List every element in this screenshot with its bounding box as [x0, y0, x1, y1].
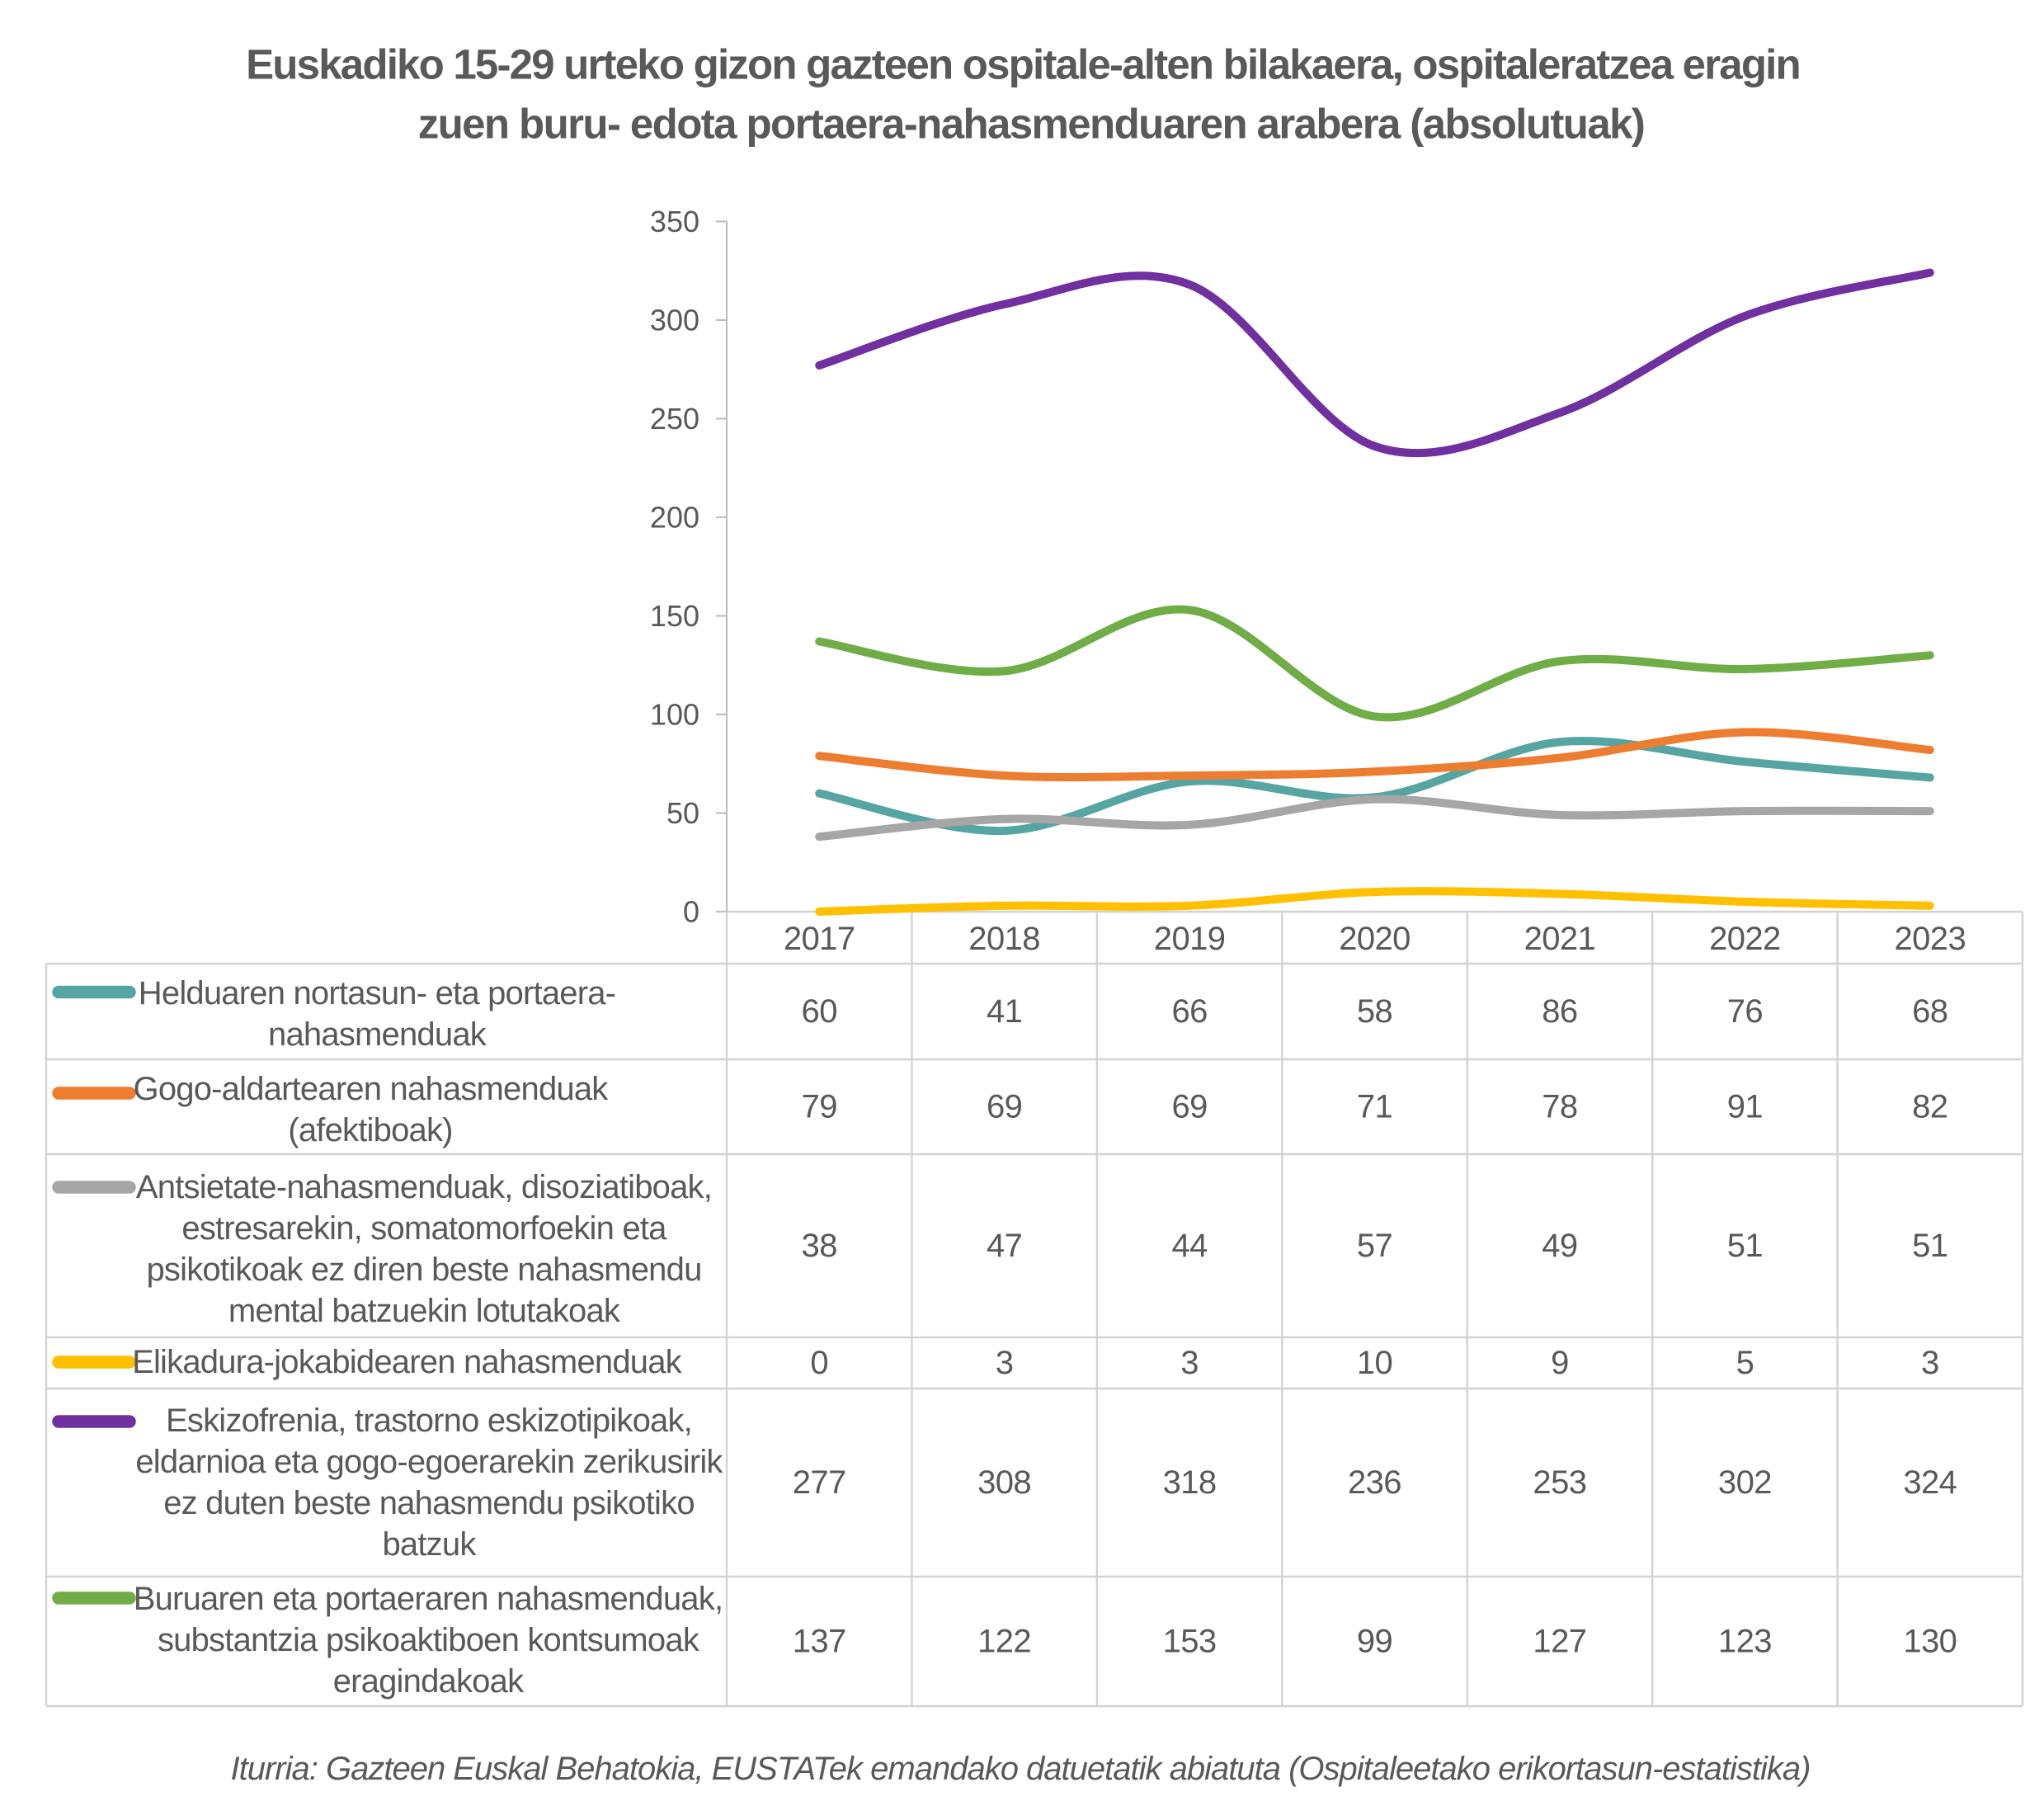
svg-text:253: 253: [1533, 1464, 1586, 1501]
svg-text:batzuk: batzuk: [382, 1526, 477, 1563]
svg-text:200: 200: [650, 500, 699, 534]
svg-text:137: 137: [793, 1624, 846, 1660]
svg-text:69: 69: [987, 1089, 1022, 1125]
svg-text:2021: 2021: [1524, 921, 1596, 957]
svg-text:130: 130: [1903, 1624, 1957, 1660]
svg-text:150: 150: [650, 599, 699, 633]
svg-text:psikotikoak ez diren beste nah: psikotikoak ez diren beste nahasmendu: [146, 1252, 701, 1288]
svg-text:Iturria: Gazteen Euskal Behato: Iturria: Gazteen Euskal Behatokia, EUSTA…: [231, 1751, 1811, 1787]
svg-text:2020: 2020: [1339, 921, 1411, 957]
svg-text:Antsietate-nahasmenduak, disoz: Antsietate-nahasmenduak, disoziatiboak,: [136, 1169, 712, 1205]
svg-text:57: 57: [1357, 1228, 1392, 1264]
svg-text:eldarnioa eta gogo-egoerarekin: eldarnioa eta gogo-egoerarekin zerikusir…: [135, 1444, 723, 1480]
svg-text:47: 47: [987, 1228, 1022, 1264]
svg-text:41: 41: [987, 993, 1022, 1030]
svg-text:58: 58: [1357, 993, 1392, 1030]
svg-text:49: 49: [1542, 1228, 1577, 1264]
svg-text:estresarekin, somatomorfoekin: estresarekin, somatomorfoekin eta: [181, 1210, 667, 1247]
svg-text:Elikadura-jokabidearen nahasme: Elikadura-jokabidearen nahasmenduak: [132, 1344, 683, 1380]
svg-text:324: 324: [1903, 1464, 1957, 1501]
svg-text:5: 5: [1736, 1345, 1754, 1381]
svg-text:(afektiboak): (afektiboak): [288, 1112, 452, 1148]
svg-text:eragindakoak: eragindakoak: [333, 1663, 525, 1700]
svg-text:71: 71: [1357, 1089, 1392, 1125]
svg-text:2019: 2019: [1154, 921, 1226, 957]
svg-text:3: 3: [1921, 1345, 1939, 1381]
svg-text:82: 82: [1912, 1089, 1947, 1125]
svg-text:78: 78: [1542, 1089, 1577, 1125]
svg-text:91: 91: [1727, 1089, 1763, 1125]
svg-text:substantzia psikoaktiboen kont: substantzia psikoaktiboen kontsumoak: [158, 1622, 700, 1658]
svg-text:50: 50: [666, 796, 699, 830]
svg-text:ez duten beste nahasmendu psik: ez duten beste nahasmendu psikotiko: [163, 1485, 695, 1521]
svg-text:mental batzuekin lotutakoak: mental batzuekin lotutakoak: [228, 1293, 621, 1329]
svg-text:86: 86: [1542, 993, 1577, 1030]
svg-text:3: 3: [1180, 1345, 1199, 1381]
svg-text:38: 38: [802, 1228, 837, 1264]
svg-text:350: 350: [650, 205, 699, 238]
svg-text:Gogo-aldartearen nahasmenduak: Gogo-aldartearen nahasmenduak: [134, 1071, 610, 1107]
svg-text:Helduaren nortasun- eta portae: Helduaren nortasun- eta portaera-: [139, 975, 615, 1011]
svg-text:308: 308: [977, 1464, 1031, 1501]
svg-text:2023: 2023: [1895, 921, 1966, 957]
svg-text:122: 122: [977, 1624, 1031, 1660]
svg-text:127: 127: [1533, 1624, 1586, 1660]
svg-text:zuen buru- edota portaera-naha: zuen buru- edota portaera-nahasmenduaren…: [418, 101, 1645, 148]
svg-text:123: 123: [1718, 1624, 1772, 1660]
svg-text:153: 153: [1163, 1624, 1217, 1660]
svg-text:302: 302: [1718, 1464, 1772, 1501]
svg-text:76: 76: [1727, 993, 1763, 1030]
svg-text:69: 69: [1171, 1089, 1207, 1125]
svg-text:Euskadiko 15-29 urteko gizon g: Euskadiko 15-29 urteko gizon gazteen osp…: [246, 41, 1800, 88]
svg-text:300: 300: [650, 303, 699, 337]
svg-text:9: 9: [1551, 1345, 1569, 1381]
svg-text:66: 66: [1171, 993, 1207, 1030]
svg-text:236: 236: [1348, 1464, 1401, 1501]
svg-text:100: 100: [650, 698, 699, 732]
svg-text:318: 318: [1163, 1464, 1217, 1501]
svg-text:3: 3: [996, 1345, 1014, 1381]
svg-text:10: 10: [1357, 1345, 1392, 1381]
svg-text:277: 277: [793, 1464, 846, 1501]
svg-text:60: 60: [802, 993, 837, 1030]
svg-text:2022: 2022: [1709, 921, 1781, 957]
svg-text:51: 51: [1727, 1228, 1763, 1264]
svg-text:2017: 2017: [784, 921, 855, 957]
svg-text:nahasmenduak: nahasmenduak: [268, 1016, 487, 1053]
svg-text:0: 0: [683, 895, 699, 929]
svg-text:2018: 2018: [968, 921, 1040, 957]
svg-text:68: 68: [1912, 993, 1947, 1030]
svg-text:44: 44: [1171, 1228, 1208, 1264]
svg-text:250: 250: [650, 402, 699, 436]
svg-text:Buruaren eta portaeraren nahas: Buruaren eta portaeraren nahasmenduak,: [134, 1581, 723, 1617]
svg-text:51: 51: [1912, 1228, 1947, 1264]
svg-text:79: 79: [802, 1089, 837, 1125]
svg-text:Eskizofrenia, trastorno eskizo: Eskizofrenia, trastorno eskizotipikoak,: [166, 1403, 692, 1439]
svg-text:0: 0: [810, 1345, 828, 1381]
svg-text:99: 99: [1357, 1624, 1392, 1660]
